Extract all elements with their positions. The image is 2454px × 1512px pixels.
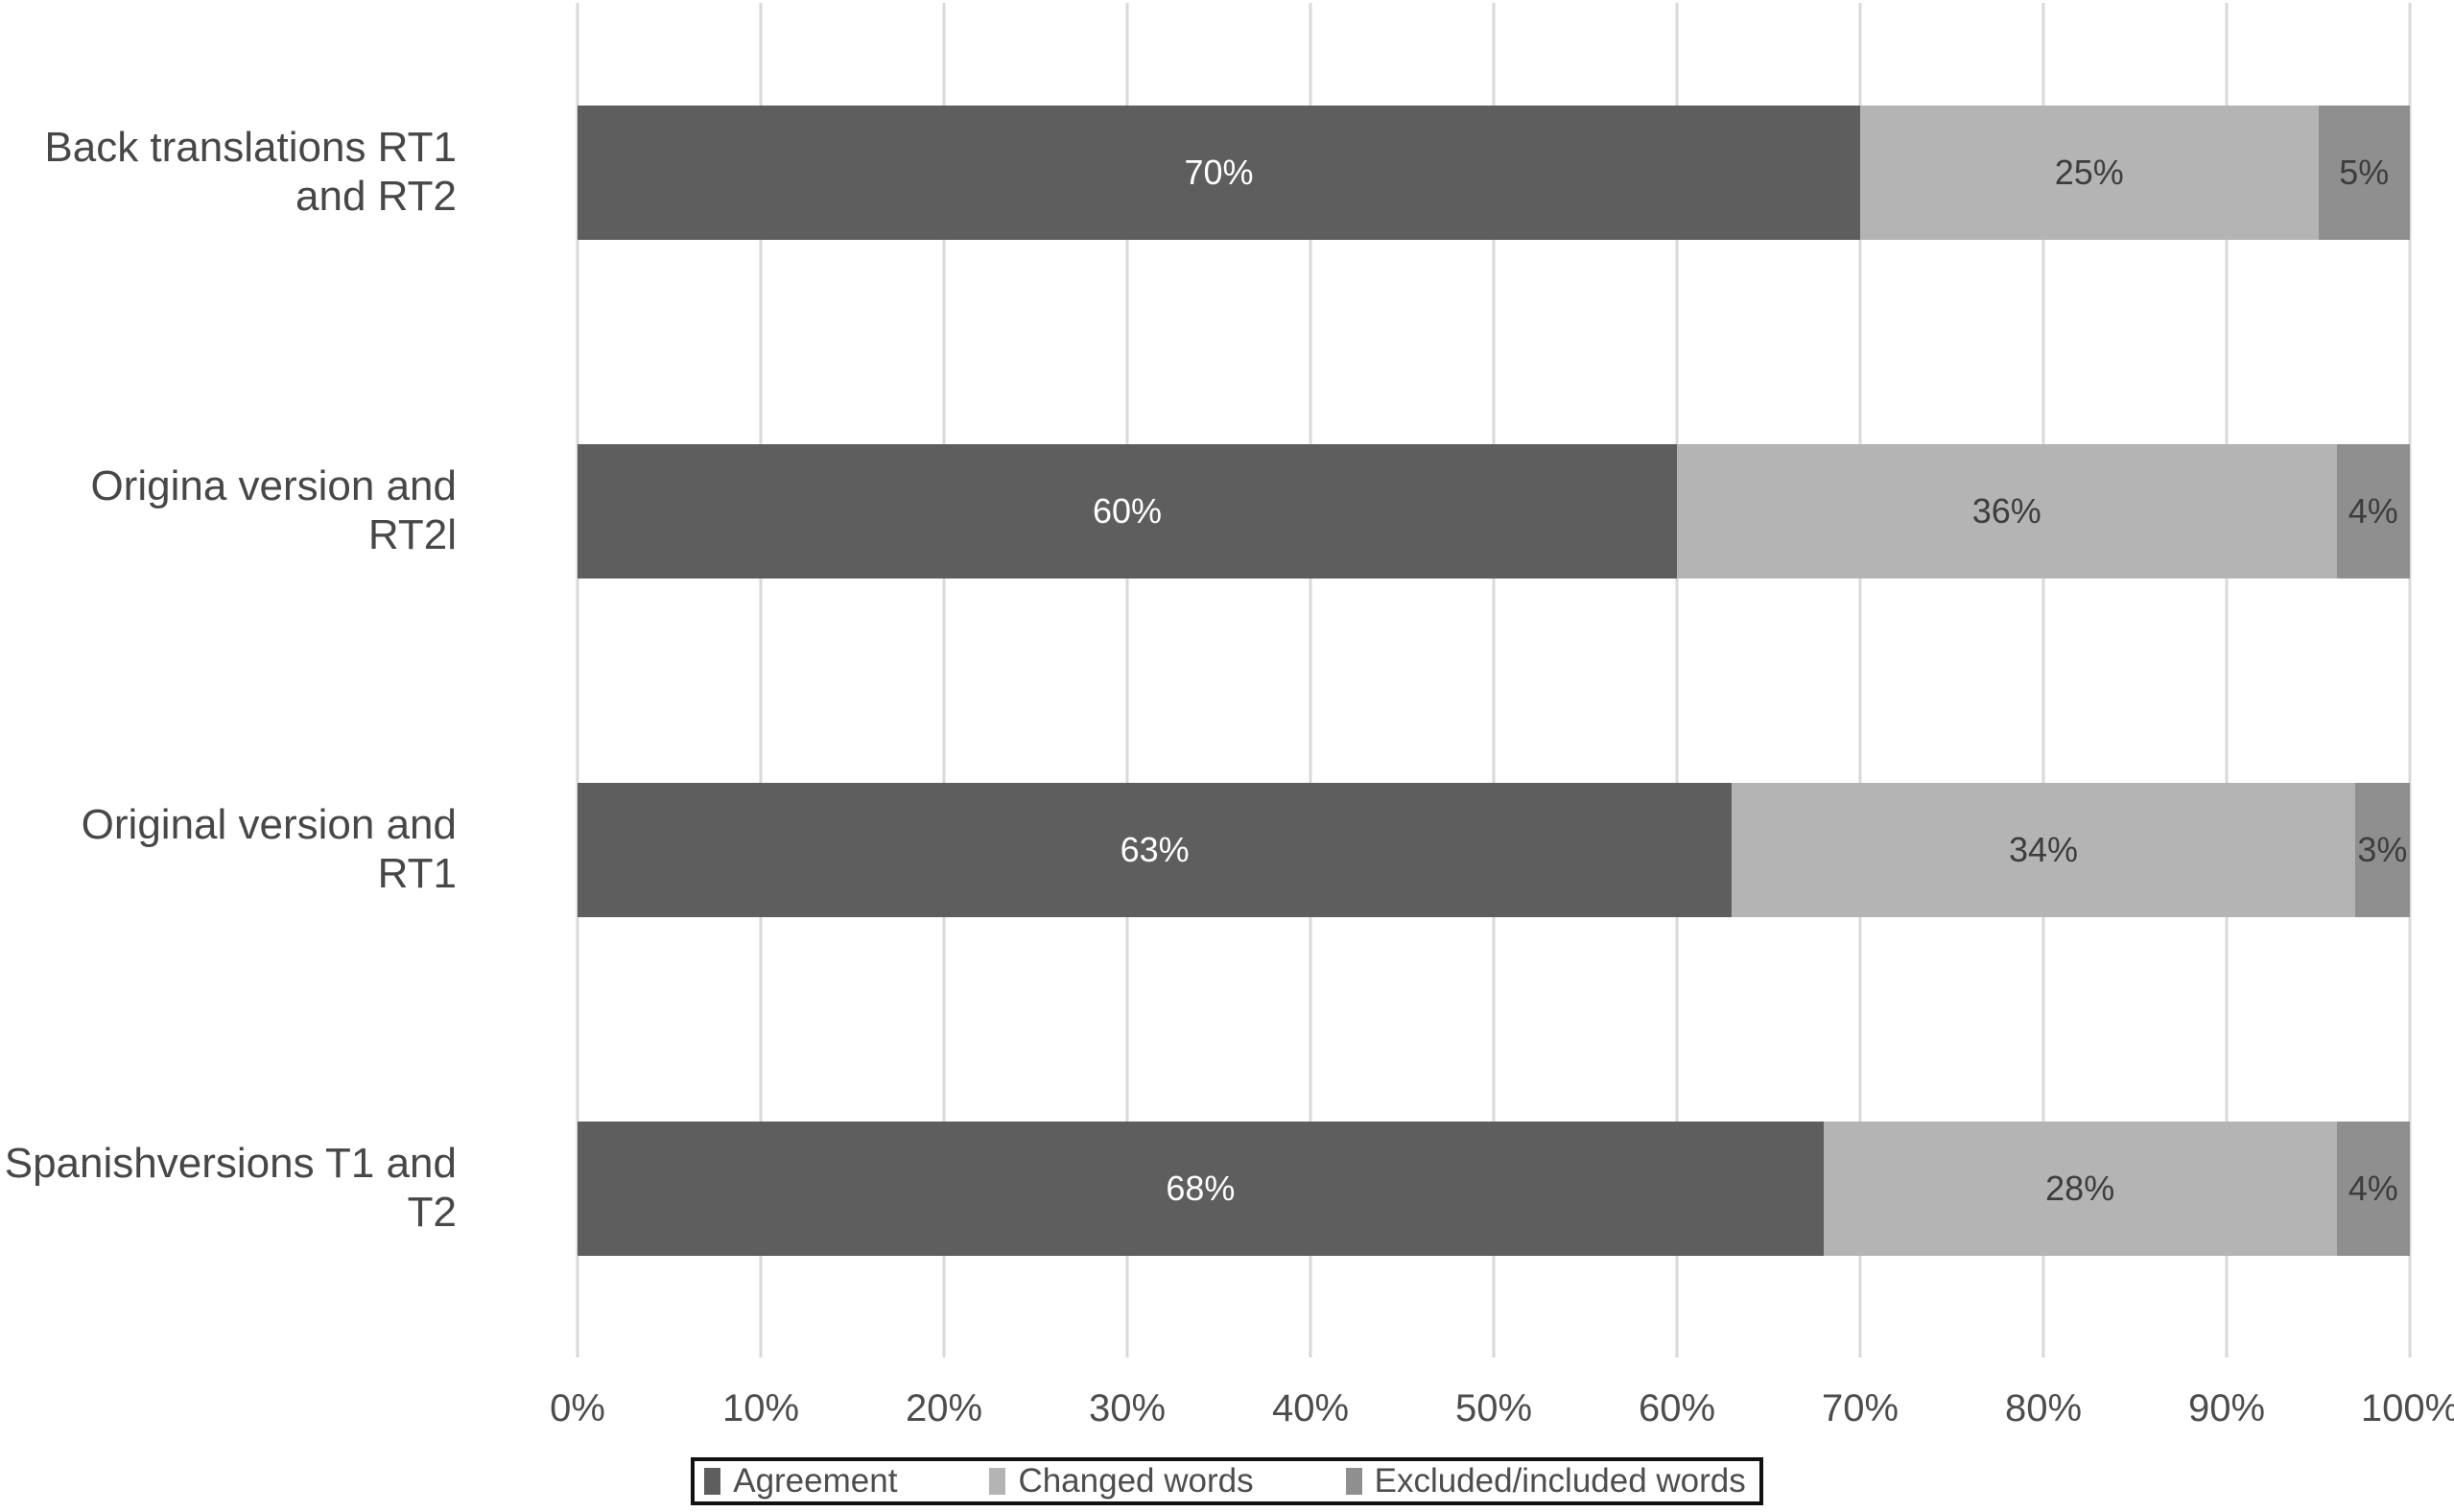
x-axis-tick-label: 40% xyxy=(1271,1387,1350,1429)
legend-label: Agreement xyxy=(733,1462,898,1500)
bar-value-label: 3% xyxy=(2357,829,2408,869)
x-axis-tick-label: 90% xyxy=(2187,1387,2266,1429)
bar-segment: 68% xyxy=(578,1121,1824,1256)
category-label: Origina version and RT2l xyxy=(90,461,457,558)
legend-swatch xyxy=(989,1468,1006,1495)
bar-segment: 25% xyxy=(1860,105,2319,240)
bar-value-label: 25% xyxy=(2054,152,2124,192)
x-axis-tick-label: 50% xyxy=(1454,1387,1533,1429)
x-axis-tick-label: 60% xyxy=(1638,1387,1716,1429)
bar-value-label: 68% xyxy=(1166,1168,1236,1208)
gridline xyxy=(759,3,763,1358)
gridline xyxy=(2041,3,2045,1358)
bar-value-label: 60% xyxy=(1092,490,1163,531)
bar-row: 68% 28% 4% xyxy=(578,1121,2410,1256)
x-axis-tick-label: 10% xyxy=(721,1387,800,1429)
gridline xyxy=(942,3,946,1358)
bar-value-label: 34% xyxy=(2008,829,2079,869)
x-axis-tick-label: 30% xyxy=(1088,1387,1167,1429)
gridline xyxy=(1309,3,1312,1358)
bar-segment: 63% xyxy=(578,782,1733,917)
bar-segment: 4% xyxy=(2336,1121,2410,1256)
bar-segment: 28% xyxy=(1823,1121,2337,1256)
legend-label: Changed words xyxy=(1018,1462,1254,1500)
legend-item: Agreement xyxy=(704,1462,897,1500)
legend-wrap: Agreement Changed words Excluded/included … xyxy=(0,1457,2454,1505)
bar-value-label: 4% xyxy=(2348,490,2398,531)
legend-swatch xyxy=(704,1468,721,1495)
bar-value-label: 5% xyxy=(2339,152,2390,192)
gridline xyxy=(1492,3,1496,1358)
category-label: Original version and RT1 xyxy=(81,800,457,897)
x-axis-tick-label: 70% xyxy=(1821,1387,1899,1429)
x-axis-tick-label: 20% xyxy=(905,1387,983,1429)
gridline xyxy=(576,3,579,1358)
x-axis: 0% 10% 20% 30% 40% 50% 60% 70% 80% 90% 100% xyxy=(550,1380,2454,1437)
bar-segment: 34% xyxy=(1732,782,2355,917)
bar-segment: 36% xyxy=(1677,443,2337,579)
bar-segment: 70% xyxy=(578,105,1860,240)
bar-segment: 5% xyxy=(2318,105,2410,240)
bar-row: 63% 34% 3% xyxy=(578,782,2410,917)
bar-value-label: 28% xyxy=(2045,1168,2115,1208)
bar-row: 60% 36% 4% xyxy=(578,443,2410,579)
category-label: Back translations RT1 and RT2 xyxy=(44,123,457,220)
bar-value-label: 36% xyxy=(1971,490,2041,531)
category-label: Spanishversions T1 and T2 xyxy=(4,1139,457,1236)
bar-segment: 4% xyxy=(2336,443,2410,579)
bar-segment: 60% xyxy=(578,443,1677,579)
bar-value-label: 4% xyxy=(2348,1168,2398,1208)
bar-row: 70% 25% 5% xyxy=(578,105,2410,240)
legend: Agreement Changed words Excluded/included … xyxy=(691,1457,1763,1505)
bar-value-label: 63% xyxy=(1120,829,1190,869)
x-axis-tick-label: 100% xyxy=(2360,1387,2454,1429)
gridline xyxy=(2225,3,2229,1358)
legend-item: Excluded/included words xyxy=(1345,1462,1746,1500)
plot-area: 70% 25% 5% 60% 36% 4% 63% 34% 3% 68% 28% 4% xyxy=(576,3,2412,1358)
gridline xyxy=(2408,3,2412,1358)
category-labels-column: Back translations RT1 and RT2 Origina ver… xyxy=(0,3,457,1358)
gridline xyxy=(1675,3,1679,1358)
legend-label: Excluded/included words xyxy=(1374,1462,1746,1500)
bar-segment: 3% xyxy=(2354,782,2410,917)
bar-value-label: 70% xyxy=(1184,152,1254,192)
legend-swatch xyxy=(1345,1468,1362,1495)
gridline xyxy=(1858,3,1862,1358)
legend-item: Changed words xyxy=(989,1462,1254,1500)
gridline xyxy=(1125,3,1129,1358)
x-axis-tick-label: 80% xyxy=(2004,1387,2083,1429)
x-axis-tick-label: 0% xyxy=(550,1387,605,1429)
